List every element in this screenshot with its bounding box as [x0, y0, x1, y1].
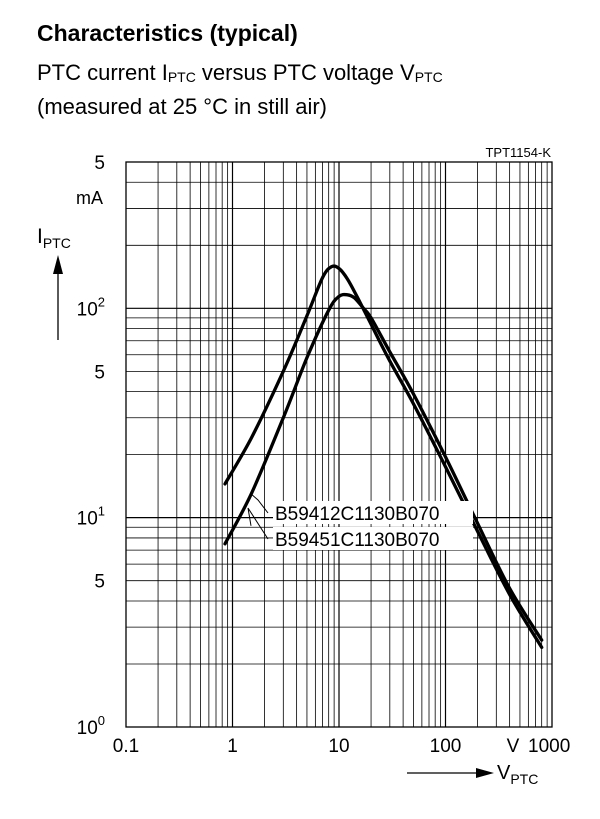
chart-subtitle-line1: PTC current IPTC versus PTC voltage VPTC: [37, 60, 443, 85]
legend-leader-1: [250, 493, 269, 514]
y-axis-title: IPTC: [37, 225, 71, 251]
y-tick-label: 5: [94, 572, 105, 593]
chart-subtitle-line2: (measured at 25 °C in still air): [37, 94, 328, 119]
x-tick-labels: 0.1 1 10 100 1000: [113, 736, 570, 757]
x-axis-arrow: [407, 768, 494, 778]
y-tick-labels: 100 5 101 5 102 5: [77, 153, 105, 739]
y-tick-label: 102: [77, 294, 105, 320]
legend-label-bg: [273, 527, 473, 550]
chart-grid: [126, 162, 552, 727]
legend-label-2: B59451C1130B070: [275, 530, 439, 551]
plot-frame: [125, 161, 553, 728]
legend-label-1: B59412C1130B070: [275, 504, 439, 525]
y-unit-label: mA: [76, 188, 103, 208]
series-line-1: [223, 264, 544, 650]
series-line-2: [223, 292, 544, 642]
y-tick-label: 101: [77, 504, 105, 530]
y-axis-arrow: [53, 255, 63, 340]
y-tick-label: 100: [77, 713, 105, 739]
x-tick-label: 100: [430, 736, 462, 757]
figure-code: TPT1154-K: [485, 145, 551, 160]
x-tick-label: 1000: [528, 736, 570, 757]
x-tick-label: 1: [227, 736, 238, 757]
y-tick-label: 5: [94, 362, 105, 383]
series-curves: [223, 264, 544, 650]
x-tick-label: 0.1: [113, 736, 139, 757]
legend: B59412C1130B070 B59451C1130B070: [247, 493, 473, 551]
x-tick-label: 10: [328, 736, 349, 757]
y-tick-label: 5: [94, 153, 105, 174]
legend-leader-2: [247, 507, 269, 540]
x-unit-label: V: [507, 736, 520, 757]
legend-label-bg: [273, 501, 473, 524]
section-heading: Characteristics (typical): [37, 20, 298, 46]
x-axis-title: VPTC: [497, 762, 538, 787]
